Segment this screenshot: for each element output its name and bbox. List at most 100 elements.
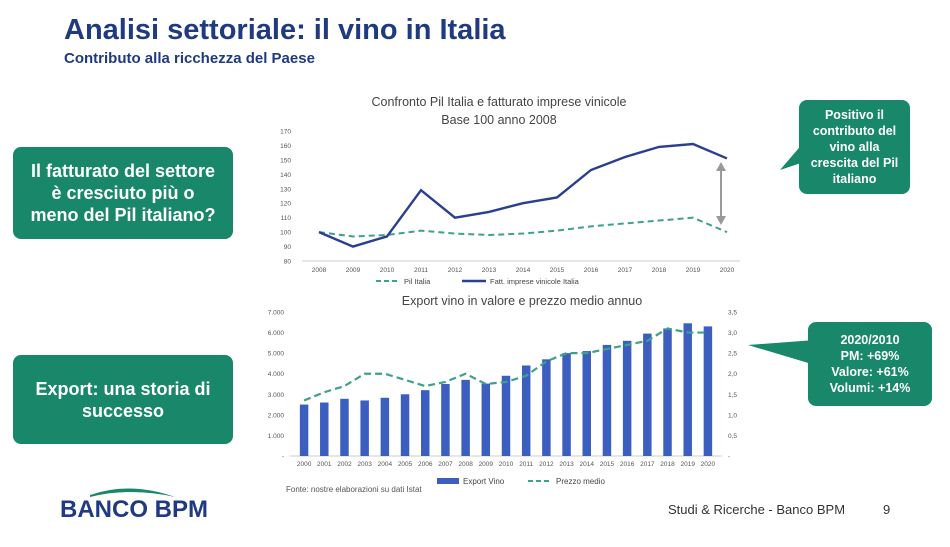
export-bar (582, 351, 592, 456)
chart1-ytick-label: 170 (280, 129, 291, 136)
export-text: Export: una storia di successo (35, 378, 211, 421)
export-bar (542, 359, 551, 456)
export-bar (420, 390, 430, 456)
chart2-xtick-label: 2017 (640, 461, 655, 468)
chart1-xtick-label: 2018 (652, 267, 667, 274)
export-bar (320, 402, 329, 456)
chart2-xtick-label: 2000 (297, 461, 312, 468)
export-bar (562, 353, 571, 456)
chart1-ytick-label: 90 (284, 244, 292, 251)
chart1-ytick-label: 150 (280, 157, 291, 164)
export-bar (703, 326, 713, 456)
export-bar (380, 397, 390, 456)
chart2-xtick-label: 2005 (398, 461, 413, 468)
export-bar (663, 328, 672, 456)
source-note: Fonte: nostre elaborazioni su dati Istat (286, 485, 422, 494)
export-bar (340, 398, 349, 456)
export-bar (481, 383, 491, 456)
chart1-ytick-label: 160 (280, 143, 291, 150)
page-title: Analisi settoriale: il vino in Italia (64, 14, 506, 46)
callout-top-text: Positivo il contributo del vino alla cre… (810, 108, 899, 186)
chart2-ytick-label: 6.000 (268, 330, 285, 337)
chart1-xtick-label: 2008 (312, 267, 327, 274)
chart2-y2tick-label: - (728, 454, 730, 461)
export-bar (501, 375, 511, 456)
series-prezzo-medio-line (303, 327, 708, 402)
callout-bottom: 2020/2010 PM: +69% Valore: +61% Volumi: … (808, 322, 932, 406)
chart1-ytick-label: 140 (280, 172, 291, 179)
legend-export-swatch (437, 478, 459, 484)
chart1-subtitle: Base 100 anno 2008 (441, 113, 556, 127)
question-text: Il fatturato del settore è cresciuto più… (30, 161, 216, 225)
legend-export-label: Export Vino (463, 477, 505, 486)
chart2-xtick-label: 2008 (458, 461, 473, 468)
chart2-y2tick-label: 3,0 (728, 330, 737, 337)
chart2-xtick-label: 2004 (378, 461, 393, 468)
chart1-ytick-label: 110 (281, 215, 292, 222)
chart2-xtick-label: 2003 (357, 461, 372, 468)
legend-pil-label: Pil Italia (404, 277, 431, 286)
chart1-xtick-label: 2016 (584, 267, 599, 274)
chart2-xtick-label: 2010 (499, 461, 514, 468)
chart2-y2tick-label: 1,5 (728, 392, 737, 399)
chart2-xtick-label: 2011 (519, 461, 533, 468)
chart2-xtick-label: 2020 (701, 461, 716, 468)
chart2-xtick-label: 2018 (660, 461, 675, 468)
chart2-xtick-label: 2016 (620, 461, 635, 468)
footer-credit: Studi & Ricerche - Banco BPM (668, 502, 846, 517)
chart2-ytick-label: 4.000 (268, 371, 285, 378)
export-bar (441, 384, 450, 456)
chart1-xtick-label: 2010 (380, 267, 395, 274)
chart2-xtick-label: 2013 (559, 461, 574, 468)
export-bar (461, 379, 470, 456)
export-bar (521, 365, 531, 456)
chart1-xtick-label: 2011 (414, 267, 428, 274)
page-subtitle: Contributo alla ricchezza del Paese (64, 50, 315, 67)
chart1-xtick-label: 2012 (448, 267, 463, 274)
callout-line-2: PM: +69% (840, 349, 900, 363)
export-bar (602, 344, 612, 456)
chart2-xtick-label: 2006 (418, 461, 433, 468)
chart2-y2tick-label: 0,5 (728, 433, 737, 440)
chart1-title: Confronto Pil Italia e fatturato imprese… (372, 95, 627, 109)
chart2-ytick-label: 5.000 (268, 351, 285, 358)
page-number: 9 (883, 502, 891, 517)
chart2-y2tick-label: 2,5 (728, 351, 737, 358)
logo-text: BANCO BPM (60, 496, 208, 523)
chart2-y2tick-label: 3,5 (728, 310, 737, 317)
chart2-xtick-label: 2012 (539, 461, 554, 468)
chart2-xtick-label: 2015 (600, 461, 615, 468)
chart1-ytick-label: 130 (280, 186, 291, 193)
chart2-ytick-label: 2.000 (268, 412, 285, 419)
chart2-xtick-label: 2009 (479, 461, 494, 468)
series-pil-italia-line (318, 216, 728, 238)
legend-prezzo-label: Prezzo medio (556, 477, 605, 486)
export-bar (643, 333, 652, 456)
chart1-xtick-label: 2019 (686, 267, 701, 274)
chart2-ytick-label: 3.000 (268, 392, 285, 399)
export-box: Export: una storia di successo (13, 355, 233, 444)
chart2-xtick-label: 2001 (317, 461, 332, 468)
chart2-y2tick-label: 1,0 (728, 412, 737, 419)
chart1-xtick-label: 2020 (720, 267, 735, 274)
export-bar (683, 323, 692, 456)
gap-arrow-up-icon (716, 162, 726, 171)
export-bar (622, 340, 632, 456)
banco-bpm-logo: BANCO BPM (60, 483, 220, 523)
export-bar (299, 404, 309, 456)
chart2-xtick-label: 2002 (337, 461, 352, 468)
callout-top: Positivo il contributo del vino alla cre… (799, 100, 910, 194)
callout-line-4: Volumi: +14% (829, 381, 911, 395)
legend-fatturato-label: Fatt. imprese vinicole Italia (490, 277, 580, 286)
chart2-xtick-label: 2014 (580, 461, 595, 468)
callout-line-3: Valore: +61% (831, 365, 909, 379)
gap-arrow-down-icon (716, 216, 726, 225)
chart2-xtick-label: 2007 (438, 461, 453, 468)
chart2-ytick-label: 1.000 (268, 433, 285, 440)
chart2-title: Export vino in valore e prezzo medio ann… (402, 294, 642, 308)
chart1-xtick-label: 2015 (550, 267, 565, 274)
chart1-ytick-label: 80 (284, 259, 292, 266)
